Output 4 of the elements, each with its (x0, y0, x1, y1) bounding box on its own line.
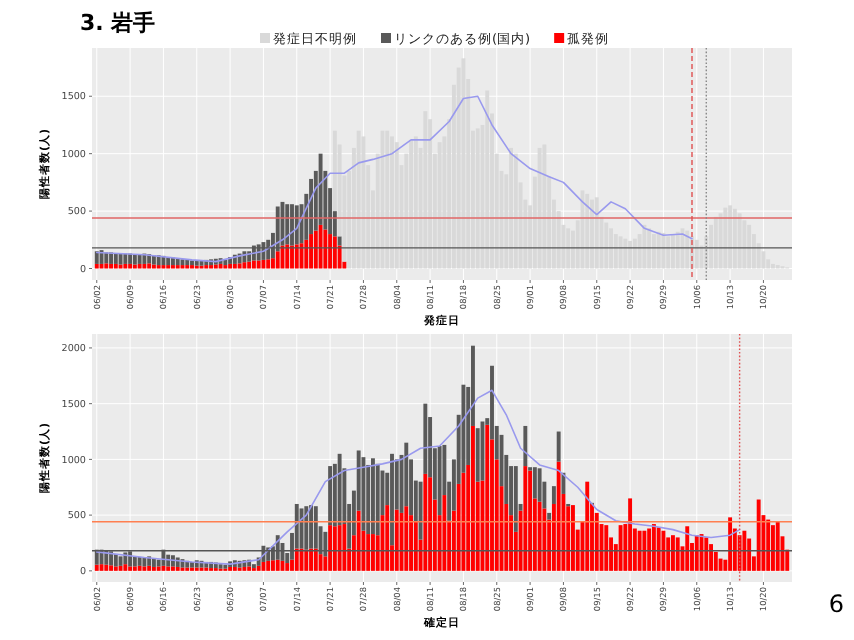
chart-title: 3. 岩手 (80, 10, 156, 36)
line-series (95, 95, 693, 263)
line-series (95, 389, 741, 565)
text: 6 (828, 590, 844, 618)
